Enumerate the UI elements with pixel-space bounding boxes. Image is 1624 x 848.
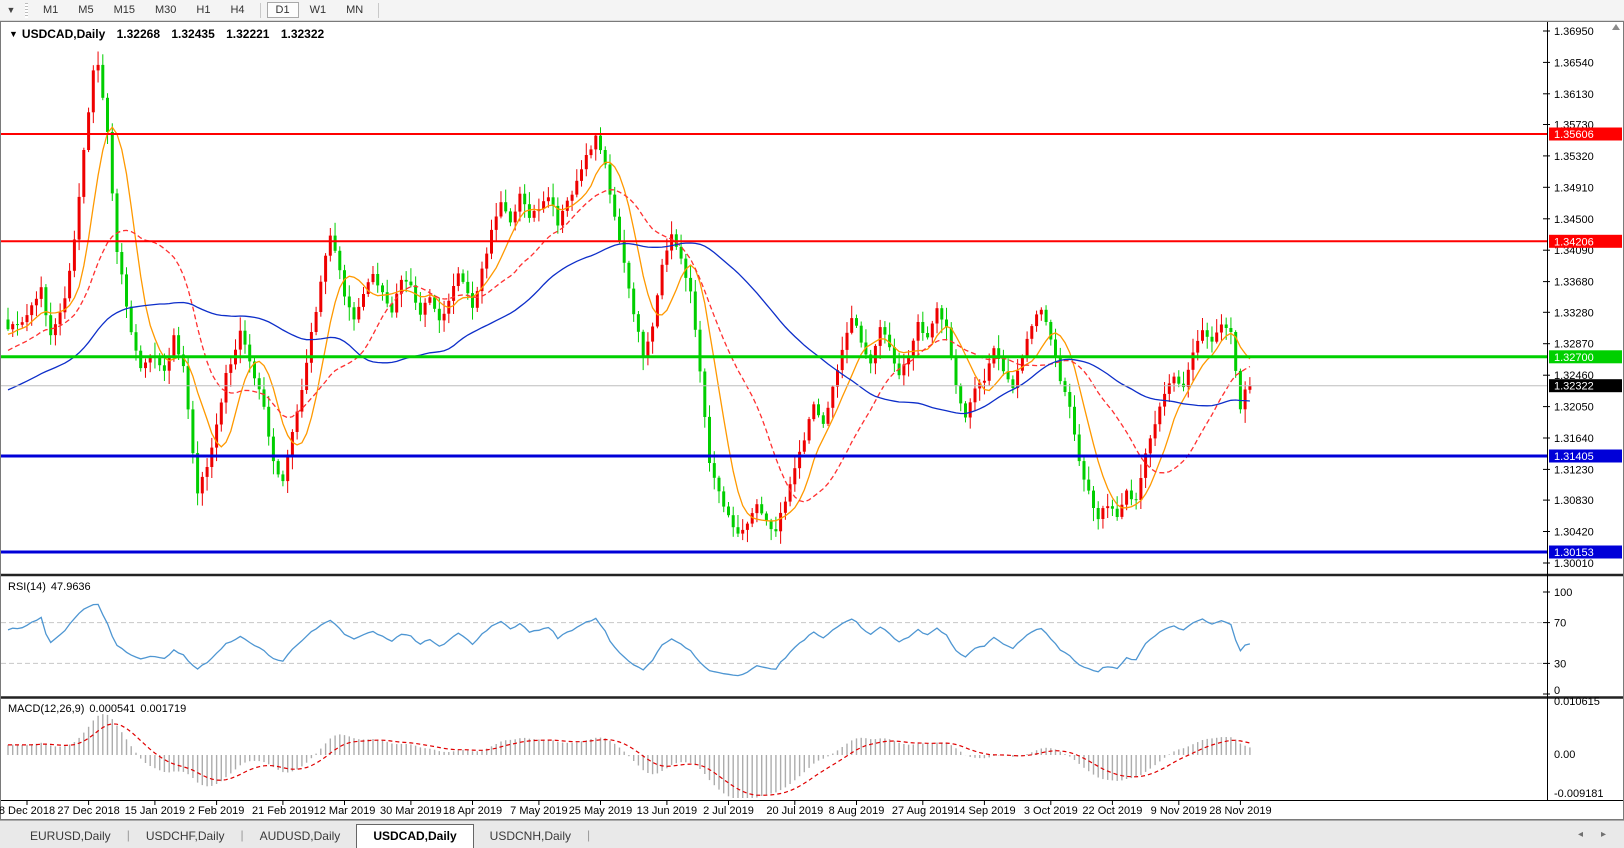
timeframe-button-m1[interactable]: M1 bbox=[43, 4, 59, 16]
svg-text:22 Oct 2019: 22 Oct 2019 bbox=[1082, 805, 1142, 817]
timeframe-button-m30[interactable]: M30 bbox=[154, 4, 177, 16]
svg-text:27 Aug 2019: 27 Aug 2019 bbox=[892, 805, 954, 817]
moving-averages-layer bbox=[7, 126, 1251, 522]
rsi-axis: 100 70 30 0 bbox=[1543, 587, 1572, 697]
svg-text:1.35606: 1.35606 bbox=[1554, 129, 1594, 141]
svg-text:1.34500: 1.34500 bbox=[1554, 214, 1594, 226]
tab-separator: | bbox=[587, 827, 591, 842]
svg-text:1.31640: 1.31640 bbox=[1554, 433, 1594, 445]
svg-text:8 Dec 2018: 8 Dec 2018 bbox=[0, 805, 55, 817]
toolbar-separator bbox=[259, 2, 261, 18]
price-axis[interactable]: 1.369501.365401.361301.357301.353201.349… bbox=[1543, 26, 1594, 570]
svg-text:9 Nov 2019: 9 Nov 2019 bbox=[1151, 805, 1207, 817]
svg-text:1.30420: 1.30420 bbox=[1554, 527, 1594, 539]
macd-pane bbox=[7, 714, 1251, 798]
timeframe-button-h4[interactable]: H4 bbox=[230, 4, 245, 16]
timeframe-button-m15[interactable]: M15 bbox=[113, 4, 135, 16]
axis-up-arrow-icon bbox=[1612, 24, 1620, 30]
svg-text:30 Mar 2019: 30 Mar 2019 bbox=[380, 805, 442, 817]
macd-signal-line bbox=[8, 723, 1251, 796]
tab-usdchf[interactable]: USDCHF,Daily bbox=[145, 829, 225, 843]
svg-text:8 Aug 2019: 8 Aug 2019 bbox=[829, 805, 885, 817]
svg-text:2 Jul 2019: 2 Jul 2019 bbox=[703, 805, 754, 817]
tab-eurusd[interactable]: EURUSD,Daily bbox=[30, 829, 111, 843]
svg-text:30: 30 bbox=[1554, 658, 1566, 670]
svg-text:1.35320: 1.35320 bbox=[1554, 151, 1594, 163]
svg-text:1.32050: 1.32050 bbox=[1554, 402, 1594, 414]
tab-scroll-left-icon[interactable]: ◂ bbox=[1577, 829, 1583, 840]
svg-text:1.30830: 1.30830 bbox=[1554, 495, 1594, 507]
rsi-line bbox=[7, 603, 1251, 677]
candles-layer bbox=[6, 51, 1252, 544]
svg-text:18 Apr 2019: 18 Apr 2019 bbox=[443, 805, 502, 817]
svg-text:1.32700: 1.32700 bbox=[1554, 352, 1594, 364]
toolbar-separator bbox=[378, 2, 380, 18]
chart-canvas[interactable]: 1.36950 1.36540 1.36130 1.35730 1.35320 1.349… bbox=[0, 21, 1624, 820]
svg-text:1.34206: 1.34206 bbox=[1554, 236, 1594, 248]
chart-background bbox=[0, 21, 1624, 820]
tab-usdcnh[interactable]: USDCNH,Daily bbox=[489, 829, 572, 843]
rsi-pane bbox=[1, 603, 1547, 677]
svg-text:1.32870: 1.32870 bbox=[1554, 339, 1594, 351]
chart-tabs-bar: EURUSD,Daily | USDCHF,Daily | AUDUSD,Daily US… bbox=[0, 820, 1624, 848]
svg-text:14 Sep 2019: 14 Sep 2019 bbox=[953, 805, 1015, 817]
svg-text:0.010615: 0.010615 bbox=[1554, 696, 1600, 708]
price-axis-chips: 1.35606 1.34206 1.32700 1.31405 1.30153 1.323… bbox=[1549, 127, 1622, 559]
svg-text:1.34090: 1.34090 bbox=[1554, 245, 1594, 257]
svg-text:1.36540: 1.36540 bbox=[1554, 57, 1594, 69]
tab-usdcad[interactable]: USDCAD,Daily bbox=[356, 824, 474, 848]
toolbar-grip-handle[interactable] bbox=[23, 2, 30, 18]
horizontal-lines-layer[interactable] bbox=[1, 133, 1547, 554]
timeframe-button-m5[interactable]: M5 bbox=[78, 4, 94, 16]
timeframe-button-w1[interactable]: W1 bbox=[309, 4, 327, 16]
svg-text:1.33680: 1.33680 bbox=[1554, 277, 1594, 289]
chart-dropdown-button[interactable]: ▼ bbox=[6, 5, 16, 15]
chart-frame bbox=[0, 21, 1624, 820]
timeframe-button-mn[interactable]: MN bbox=[346, 4, 364, 16]
tab-audusd[interactable]: AUDUSD,Daily bbox=[259, 829, 341, 843]
svg-text:1.32322: 1.32322 bbox=[1554, 381, 1594, 393]
svg-text:1.36950: 1.36950 bbox=[1554, 26, 1594, 38]
svg-text:28 Nov 2019: 28 Nov 2019 bbox=[1209, 805, 1271, 817]
timeframe-button-d1[interactable]: D1 bbox=[266, 2, 299, 18]
svg-text:100: 100 bbox=[1554, 587, 1572, 599]
svg-text:1.33280: 1.33280 bbox=[1554, 307, 1594, 319]
svg-text:1.36130: 1.36130 bbox=[1554, 89, 1594, 101]
tab-scroll-right-icon[interactable]: ▸ bbox=[1600, 829, 1606, 840]
svg-text:2 Feb 2019: 2 Feb 2019 bbox=[189, 805, 245, 817]
svg-text:15 Jan 2019: 15 Jan 2019 bbox=[125, 805, 186, 817]
svg-text:3 Oct 2019: 3 Oct 2019 bbox=[1024, 805, 1078, 817]
svg-text:70: 70 bbox=[1554, 618, 1566, 630]
svg-text:21 Feb 2019: 21 Feb 2019 bbox=[252, 805, 314, 817]
svg-text:27 Dec 2018: 27 Dec 2018 bbox=[57, 805, 119, 817]
svg-text:0: 0 bbox=[1554, 685, 1560, 697]
svg-text:20 Jul 2019: 20 Jul 2019 bbox=[766, 805, 823, 817]
tab-scroll-arrows: ◂ ▸ bbox=[1578, 829, 1606, 840]
svg-text:1.31405: 1.31405 bbox=[1554, 451, 1594, 463]
tab-separator: | bbox=[126, 827, 130, 842]
date-axis[interactable]: 8 Dec 2018 27 Dec 2018 15 Jan 2019 2 Feb 20… bbox=[0, 800, 1272, 817]
svg-text:12 Mar 2019: 12 Mar 2019 bbox=[314, 805, 376, 817]
svg-text:1.30153: 1.30153 bbox=[1554, 547, 1594, 559]
chart-tabs: EURUSD,Daily | USDCHF,Daily | AUDUSD,Daily US… bbox=[0, 821, 590, 848]
svg-text:13 Jun 2019: 13 Jun 2019 bbox=[637, 805, 698, 817]
svg-text:1.34910: 1.34910 bbox=[1554, 182, 1594, 194]
svg-text:-0.009181: -0.009181 bbox=[1554, 788, 1604, 800]
svg-text:25 May 2019: 25 May 2019 bbox=[569, 805, 633, 817]
svg-text:1.30010: 1.30010 bbox=[1554, 558, 1594, 570]
timeframe-toolbar: ▼ M1 M5 M15 M30 H1 H4 D1 W1 MN bbox=[0, 0, 1624, 21]
tab-separator: | bbox=[240, 827, 244, 842]
svg-text:7 May 2019: 7 May 2019 bbox=[510, 805, 567, 817]
svg-text:0.00: 0.00 bbox=[1554, 749, 1575, 761]
timeframe-button-h1[interactable]: H1 bbox=[196, 4, 211, 16]
svg-text:1.31230: 1.31230 bbox=[1554, 464, 1594, 476]
macd-axis: 0.010615 0.00 -0.009181 bbox=[1554, 696, 1604, 800]
